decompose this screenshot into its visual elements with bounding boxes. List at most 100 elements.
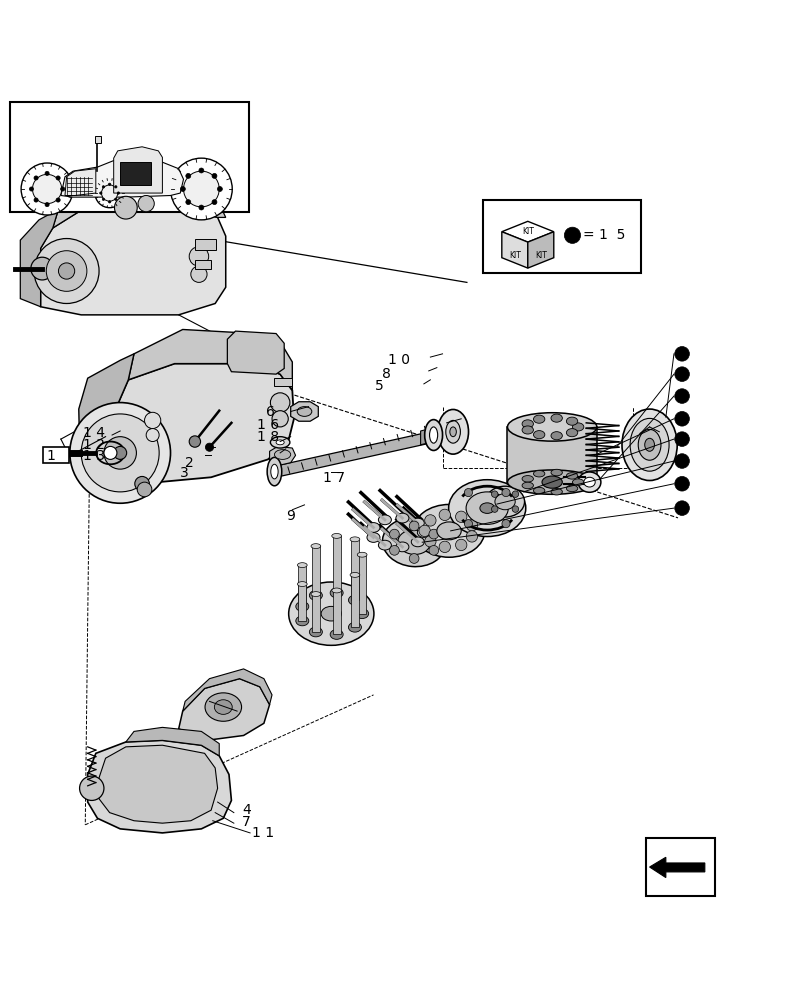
- Polygon shape: [105, 364, 294, 482]
- Ellipse shape: [566, 429, 577, 437]
- Ellipse shape: [551, 432, 562, 440]
- Circle shape: [564, 227, 580, 243]
- Circle shape: [32, 174, 62, 204]
- Ellipse shape: [295, 602, 308, 611]
- Polygon shape: [501, 232, 527, 268]
- Ellipse shape: [309, 591, 322, 600]
- Circle shape: [674, 347, 689, 361]
- Bar: [483, 200, 641, 273]
- Circle shape: [29, 187, 33, 191]
- Ellipse shape: [396, 513, 409, 523]
- Circle shape: [183, 171, 219, 207]
- Ellipse shape: [566, 485, 577, 492]
- Polygon shape: [41, 206, 225, 315]
- Bar: [350, 539, 358, 600]
- Circle shape: [104, 446, 117, 459]
- Circle shape: [199, 168, 204, 173]
- Circle shape: [272, 411, 288, 427]
- Circle shape: [137, 482, 152, 497]
- Circle shape: [466, 531, 477, 542]
- Ellipse shape: [577, 472, 600, 492]
- Polygon shape: [79, 354, 134, 463]
- Polygon shape: [88, 740, 231, 833]
- Text: 1: 1: [47, 449, 55, 463]
- Bar: [298, 584, 306, 621]
- Ellipse shape: [332, 533, 341, 538]
- Polygon shape: [126, 727, 219, 756]
- Bar: [195, 239, 216, 250]
- Circle shape: [189, 247, 208, 266]
- Ellipse shape: [350, 572, 359, 577]
- Ellipse shape: [551, 469, 562, 476]
- Circle shape: [674, 501, 689, 515]
- Circle shape: [409, 554, 418, 563]
- Polygon shape: [178, 679, 269, 740]
- Bar: [95, 136, 101, 143]
- Circle shape: [424, 536, 436, 547]
- Circle shape: [455, 511, 466, 522]
- Bar: [333, 590, 341, 634]
- Polygon shape: [114, 147, 162, 193]
- Text: KIT: KIT: [521, 227, 533, 236]
- Circle shape: [418, 525, 430, 537]
- Ellipse shape: [367, 523, 380, 532]
- Circle shape: [212, 200, 217, 205]
- Circle shape: [109, 201, 110, 203]
- Circle shape: [512, 506, 518, 512]
- Polygon shape: [227, 331, 284, 374]
- Text: KIT: KIT: [534, 251, 546, 260]
- Ellipse shape: [551, 488, 562, 495]
- Circle shape: [21, 163, 73, 215]
- Circle shape: [464, 489, 472, 497]
- Ellipse shape: [566, 473, 577, 479]
- Circle shape: [455, 539, 466, 551]
- Circle shape: [114, 446, 127, 459]
- Ellipse shape: [424, 420, 442, 450]
- Polygon shape: [20, 209, 58, 307]
- Ellipse shape: [355, 609, 368, 619]
- Circle shape: [674, 411, 689, 426]
- Text: 7: 7: [242, 815, 251, 829]
- Circle shape: [135, 476, 149, 491]
- Ellipse shape: [320, 606, 341, 621]
- Circle shape: [61, 187, 65, 191]
- Bar: [10, 102, 249, 212]
- Polygon shape: [290, 402, 318, 421]
- Circle shape: [491, 491, 497, 497]
- Circle shape: [270, 393, 290, 412]
- Circle shape: [674, 432, 689, 446]
- Circle shape: [674, 476, 689, 491]
- Circle shape: [104, 437, 136, 469]
- Ellipse shape: [507, 470, 596, 494]
- Ellipse shape: [637, 429, 660, 460]
- Ellipse shape: [297, 407, 311, 416]
- Ellipse shape: [417, 528, 430, 537]
- Ellipse shape: [274, 450, 290, 459]
- Polygon shape: [649, 857, 704, 878]
- Bar: [350, 575, 358, 627]
- Circle shape: [56, 176, 60, 180]
- Text: 6: 6: [266, 405, 275, 419]
- Circle shape: [45, 203, 49, 207]
- Ellipse shape: [466, 492, 508, 524]
- Ellipse shape: [533, 470, 544, 477]
- Ellipse shape: [521, 482, 533, 489]
- Ellipse shape: [437, 409, 468, 454]
- Ellipse shape: [330, 630, 343, 639]
- Circle shape: [212, 173, 217, 178]
- Ellipse shape: [494, 494, 514, 510]
- Polygon shape: [420, 427, 438, 445]
- Text: 1 6: 1 6: [256, 418, 278, 432]
- Circle shape: [512, 491, 518, 497]
- Ellipse shape: [572, 479, 583, 485]
- Ellipse shape: [276, 440, 284, 445]
- Bar: [274, 378, 292, 386]
- Circle shape: [501, 520, 509, 528]
- Circle shape: [102, 186, 105, 188]
- Circle shape: [170, 158, 232, 220]
- Ellipse shape: [270, 437, 290, 448]
- Text: KIT: KIT: [508, 251, 520, 260]
- Polygon shape: [128, 329, 292, 390]
- Ellipse shape: [288, 582, 373, 645]
- Ellipse shape: [295, 616, 308, 626]
